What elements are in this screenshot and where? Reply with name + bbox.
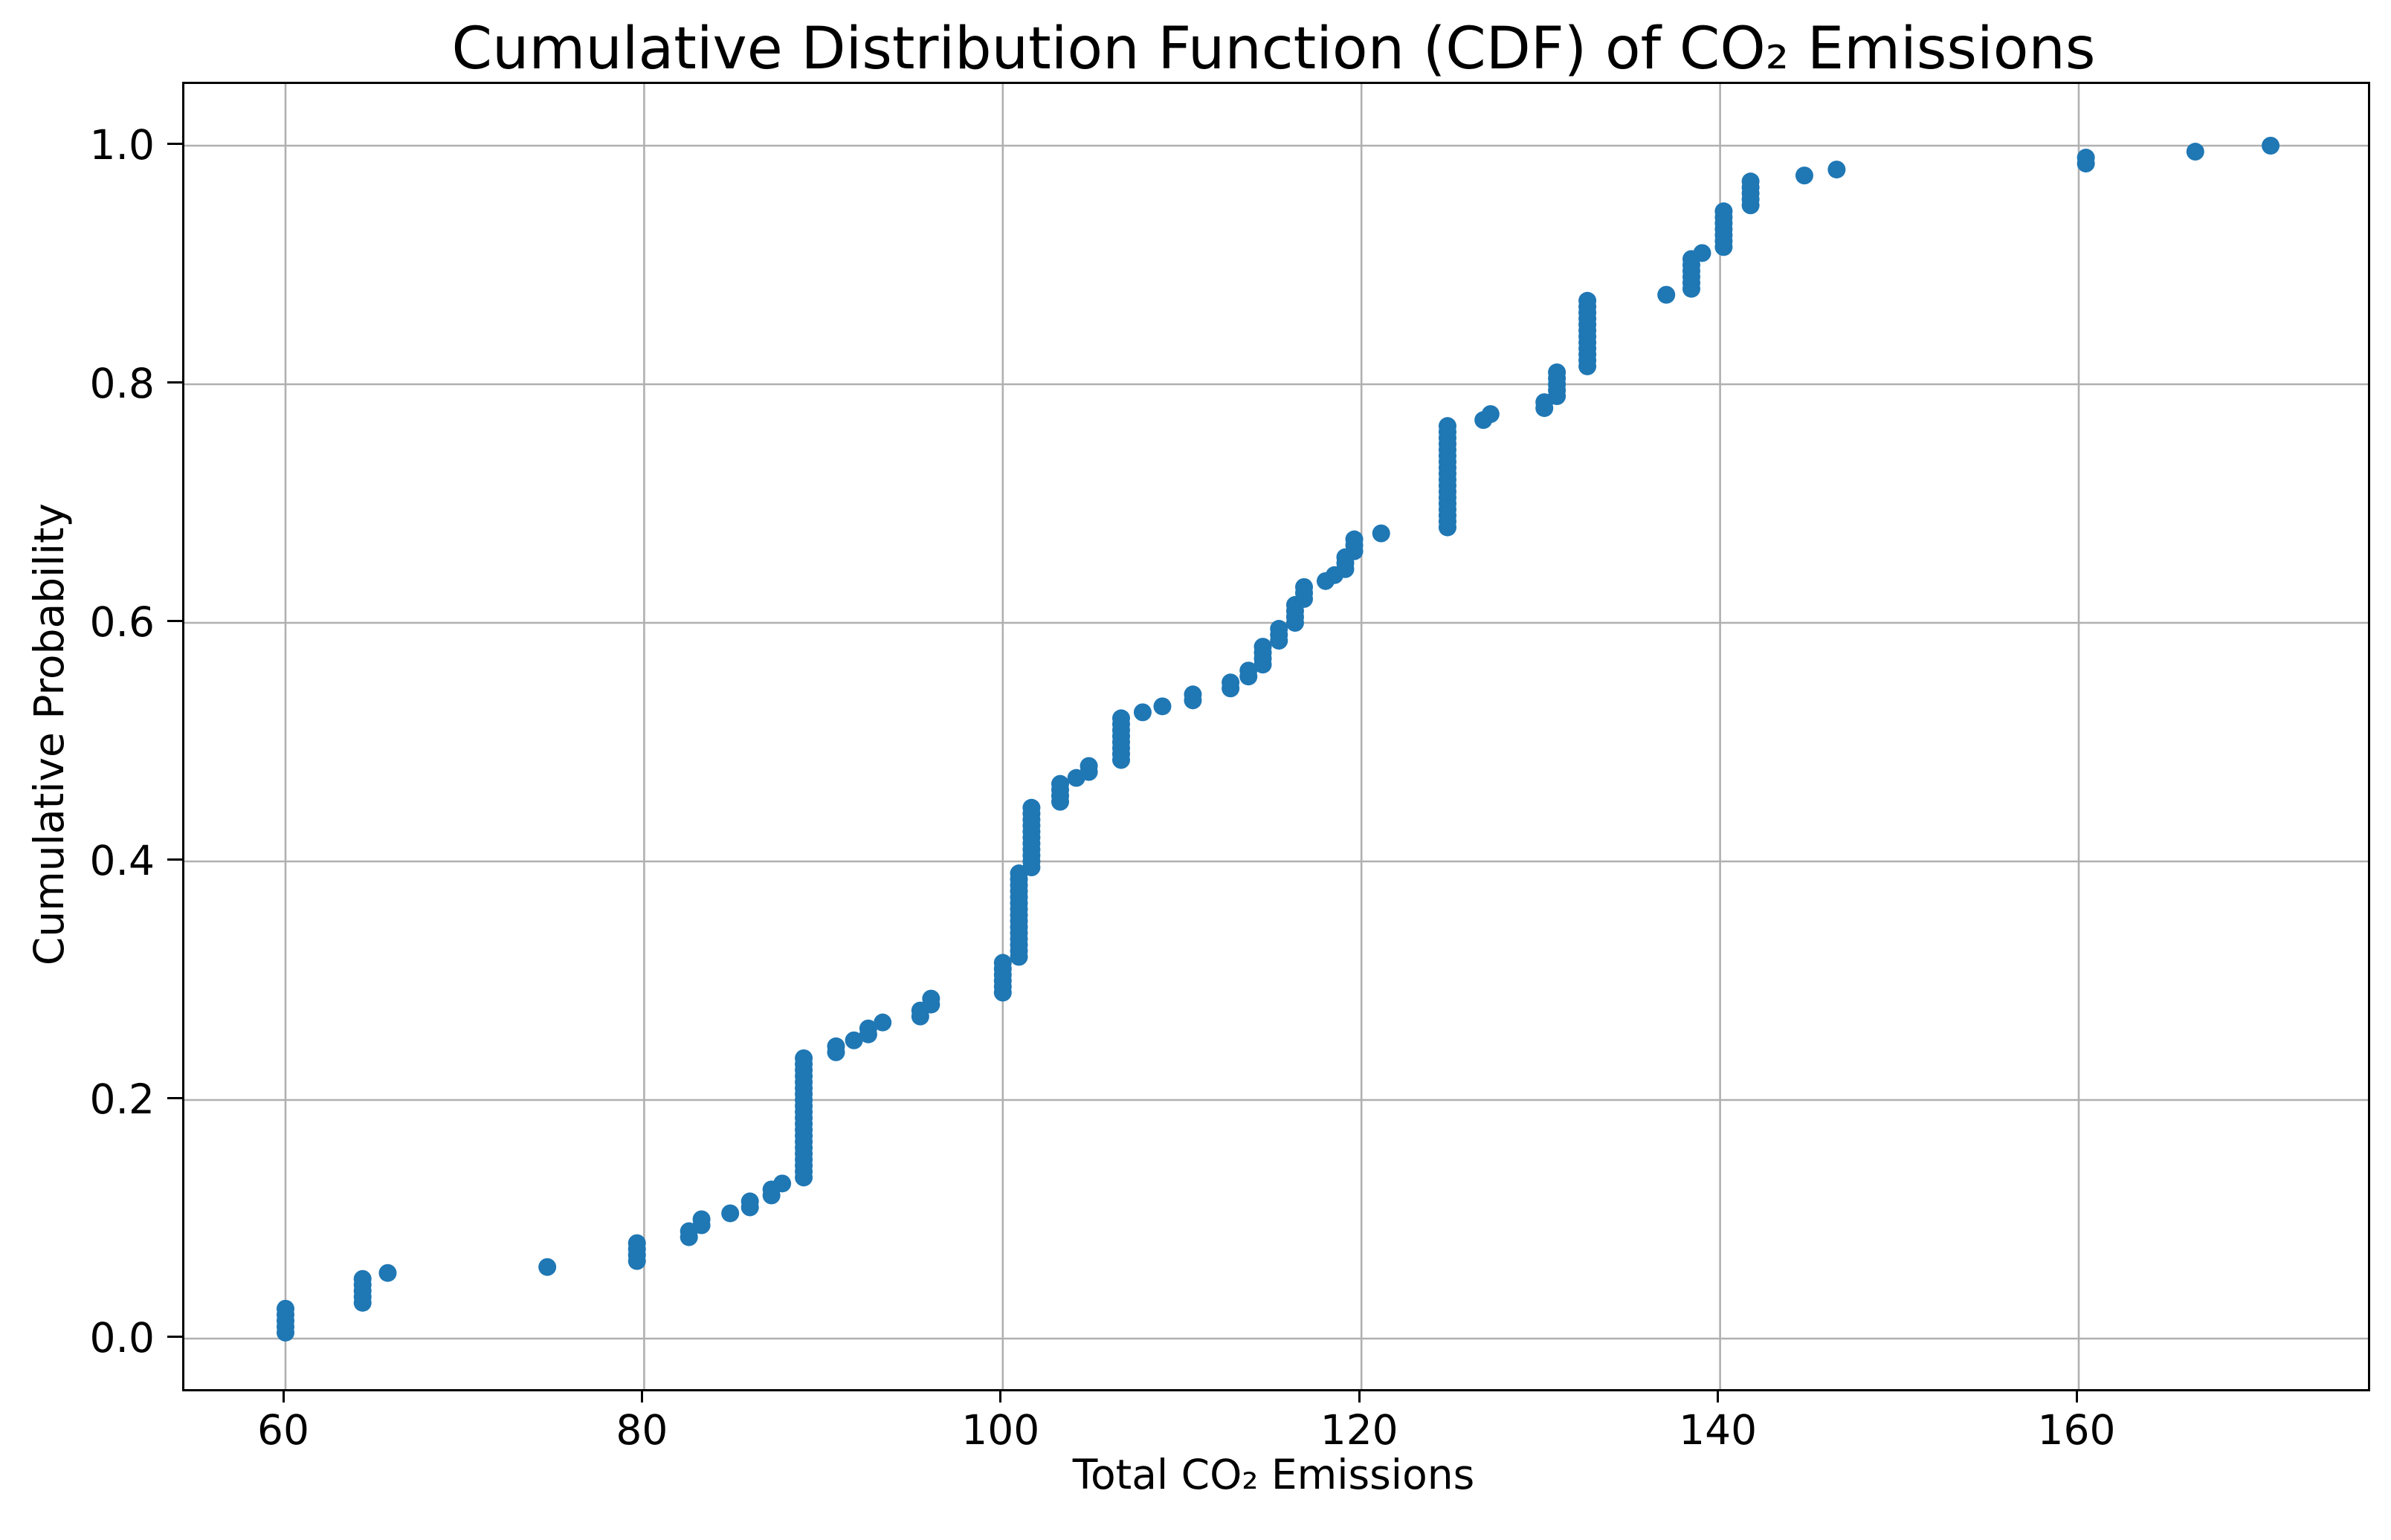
chart-title: Cumulative Distribution Function (CDF) o… — [451, 16, 2096, 82]
scatter-point — [1111, 709, 1130, 728]
scatter-point — [1051, 774, 1069, 793]
scatter-plot-canvas — [184, 84, 2368, 1389]
scatter-point — [1372, 524, 1390, 543]
y-tick-label: 0.6 — [89, 598, 155, 646]
scatter-point — [277, 1299, 294, 1318]
scatter-point — [1153, 697, 1172, 716]
scatter-point — [1253, 638, 1272, 656]
x-tick-label: 160 — [2037, 1406, 2116, 1454]
scatter-point — [721, 1204, 740, 1223]
scatter-point — [1438, 417, 1456, 436]
scatter-point — [1222, 673, 1240, 692]
scatter-point — [795, 1049, 813, 1067]
scatter-point — [1133, 703, 1152, 722]
scatter-point — [1827, 161, 1846, 179]
y-tick-mark — [167, 1096, 182, 1099]
scatter-point — [1714, 202, 1733, 221]
x-tick-label: 80 — [616, 1406, 668, 1454]
scatter-point — [1345, 530, 1364, 549]
scatter-point — [845, 1031, 863, 1049]
scatter-point — [859, 1019, 877, 1038]
x-tick-mark — [640, 1389, 643, 1402]
scatter-point — [827, 1037, 845, 1055]
scatter-point — [874, 1013, 892, 1032]
x-tick-label: 140 — [1679, 1406, 1758, 1454]
y-tick-label: 0.4 — [89, 837, 155, 884]
scatter-point — [1481, 405, 1500, 424]
y-tick-mark — [167, 858, 182, 861]
y-tick-mark — [167, 1335, 182, 1338]
scatter-point — [1693, 244, 1711, 262]
scatter-point — [740, 1192, 759, 1211]
scatter-point — [353, 1269, 372, 1288]
scatter-point — [2077, 149, 2095, 167]
scatter-point — [538, 1258, 557, 1276]
scatter-point — [1022, 798, 1041, 817]
scatter-point — [1795, 166, 1813, 185]
y-tick-label: 0.2 — [89, 1075, 155, 1123]
scatter-point — [1295, 578, 1314, 596]
x-tick-mark — [999, 1389, 1002, 1402]
x-tick-label: 100 — [961, 1406, 1040, 1454]
scatter-point — [378, 1264, 397, 1282]
y-tick-mark — [167, 619, 182, 622]
scatter-point — [692, 1210, 711, 1229]
scatter-point — [627, 1234, 646, 1252]
y-tick-mark — [167, 142, 182, 145]
y-tick-label: 0.8 — [89, 360, 155, 407]
scatter-point — [1184, 685, 1202, 704]
x-tick-mark — [1717, 1389, 1720, 1402]
scatter-point — [1239, 661, 1258, 680]
x-tick-mark — [2075, 1389, 2078, 1402]
plot-area — [182, 82, 2370, 1391]
y-tick-mark — [167, 381, 182, 384]
scatter-point — [1657, 285, 1676, 304]
scatter-point — [1080, 757, 1098, 775]
scatter-point — [773, 1174, 792, 1193]
y-tick-label: 1.0 — [89, 121, 155, 169]
scatter-point — [922, 989, 940, 1008]
x-axis-label: Total CO₂ Emissions — [1072, 1451, 1475, 1498]
scatter-point — [993, 954, 1012, 972]
scatter-point — [2186, 143, 2204, 161]
scatter-point — [1578, 291, 1597, 310]
x-tick-mark — [1358, 1389, 1361, 1402]
y-tick-label: 0.0 — [89, 1314, 155, 1362]
x-tick-label: 120 — [1320, 1406, 1398, 1454]
x-tick-label: 60 — [257, 1406, 309, 1454]
x-tick-mark — [282, 1389, 285, 1402]
scatter-point — [2262, 137, 2280, 155]
scatter-point — [1741, 172, 1760, 191]
scatter-point — [1270, 620, 1288, 638]
scatter-point — [1548, 363, 1566, 381]
y-axis-label: Cumulative Probability — [25, 502, 73, 966]
